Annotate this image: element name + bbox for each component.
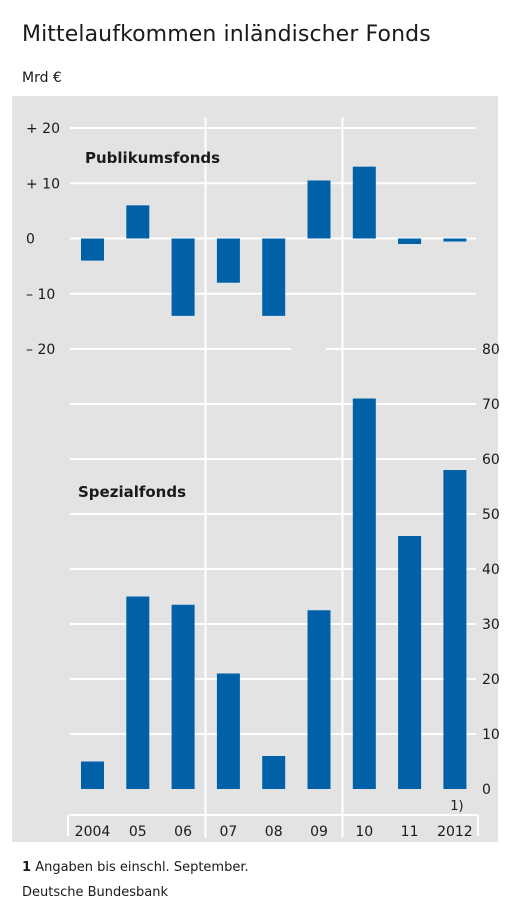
spezialfonds-bar — [81, 761, 104, 789]
footnote-number: 1 — [22, 860, 32, 875]
category-label: 07 — [219, 824, 237, 840]
publikumsfonds-bar — [443, 238, 467, 242]
footnote: 1 Angaben bis einschl. September. — [22, 860, 249, 875]
category-label: 2004 — [75, 824, 111, 840]
publikumsfonds-bar — [262, 238, 286, 316]
right-tick-label: 0 — [482, 782, 491, 798]
left-tick-label: + 10 — [26, 176, 60, 192]
right-tick-label: 20 — [482, 672, 500, 688]
left-tick-label: – 20 — [26, 342, 55, 358]
category-label: 05 — [129, 824, 147, 840]
left-tick-label: 0 — [26, 232, 35, 248]
publikumsfonds-bar — [307, 180, 331, 239]
spezialfonds-bar — [126, 596, 150, 789]
spezialfonds-bar — [216, 673, 240, 789]
category-label: 09 — [310, 824, 328, 840]
publikumsfonds-title: Publikumsfonds — [85, 149, 220, 167]
unit-label: Mrd € — [22, 70, 62, 86]
right-tick-label: 80 — [482, 342, 500, 358]
left-tick-label: + 20 — [26, 121, 60, 137]
right-tick-label: 30 — [482, 617, 500, 633]
publikumsfonds-bar — [352, 166, 376, 239]
spezialfonds-title: Spezialfonds — [78, 483, 186, 501]
right-tick-label: 60 — [482, 452, 500, 468]
spezialfonds-bar — [307, 610, 331, 789]
publikumsfonds-bar — [126, 205, 150, 239]
spezialfonds-bar — [443, 470, 467, 789]
footnote-text: Angaben bis einschl. September. — [35, 860, 249, 875]
spezialfonds-bar — [398, 536, 422, 789]
category-label: 06 — [174, 824, 192, 840]
right-tick-label: 70 — [482, 397, 500, 413]
category-label: 08 — [265, 824, 283, 840]
category-label: 2012 — [437, 824, 473, 840]
publikumsfonds-bar — [81, 238, 104, 261]
footnote-marker: 1) — [450, 799, 463, 814]
right-tick-label: 10 — [482, 727, 500, 743]
right-tick-label: 40 — [482, 562, 500, 578]
right-tick-label: 50 — [482, 507, 500, 523]
category-label: 10 — [355, 824, 373, 840]
category-label: 11 — [401, 824, 419, 840]
spezialfonds-bar — [262, 756, 286, 789]
publikumsfonds-bar — [398, 238, 422, 245]
left-tick-label: – 10 — [26, 287, 55, 303]
publikumsfonds-bar — [171, 238, 195, 316]
chart-title: Mittelaufkommen inländischer Fonds — [22, 22, 431, 47]
publikumsfonds-bar — [216, 238, 240, 283]
spezialfonds-bar — [352, 398, 376, 789]
spezialfonds-bar — [171, 604, 195, 789]
source-label: Deutsche Bundesbank — [22, 885, 169, 900]
